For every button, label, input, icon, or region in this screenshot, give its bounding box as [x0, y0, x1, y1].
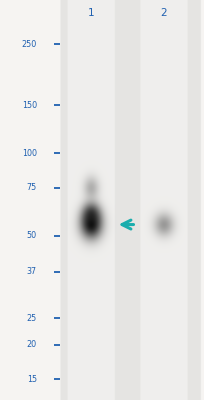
Text: 37: 37	[27, 267, 37, 276]
Text: 2: 2	[160, 8, 166, 18]
Text: 100: 100	[22, 149, 37, 158]
Text: 1: 1	[88, 8, 94, 18]
Text: 50: 50	[27, 231, 37, 240]
Text: 250: 250	[22, 40, 37, 49]
Text: 25: 25	[27, 314, 37, 323]
Text: 75: 75	[27, 183, 37, 192]
Text: 150: 150	[22, 101, 37, 110]
Text: 15: 15	[27, 375, 37, 384]
Text: 20: 20	[27, 340, 37, 350]
